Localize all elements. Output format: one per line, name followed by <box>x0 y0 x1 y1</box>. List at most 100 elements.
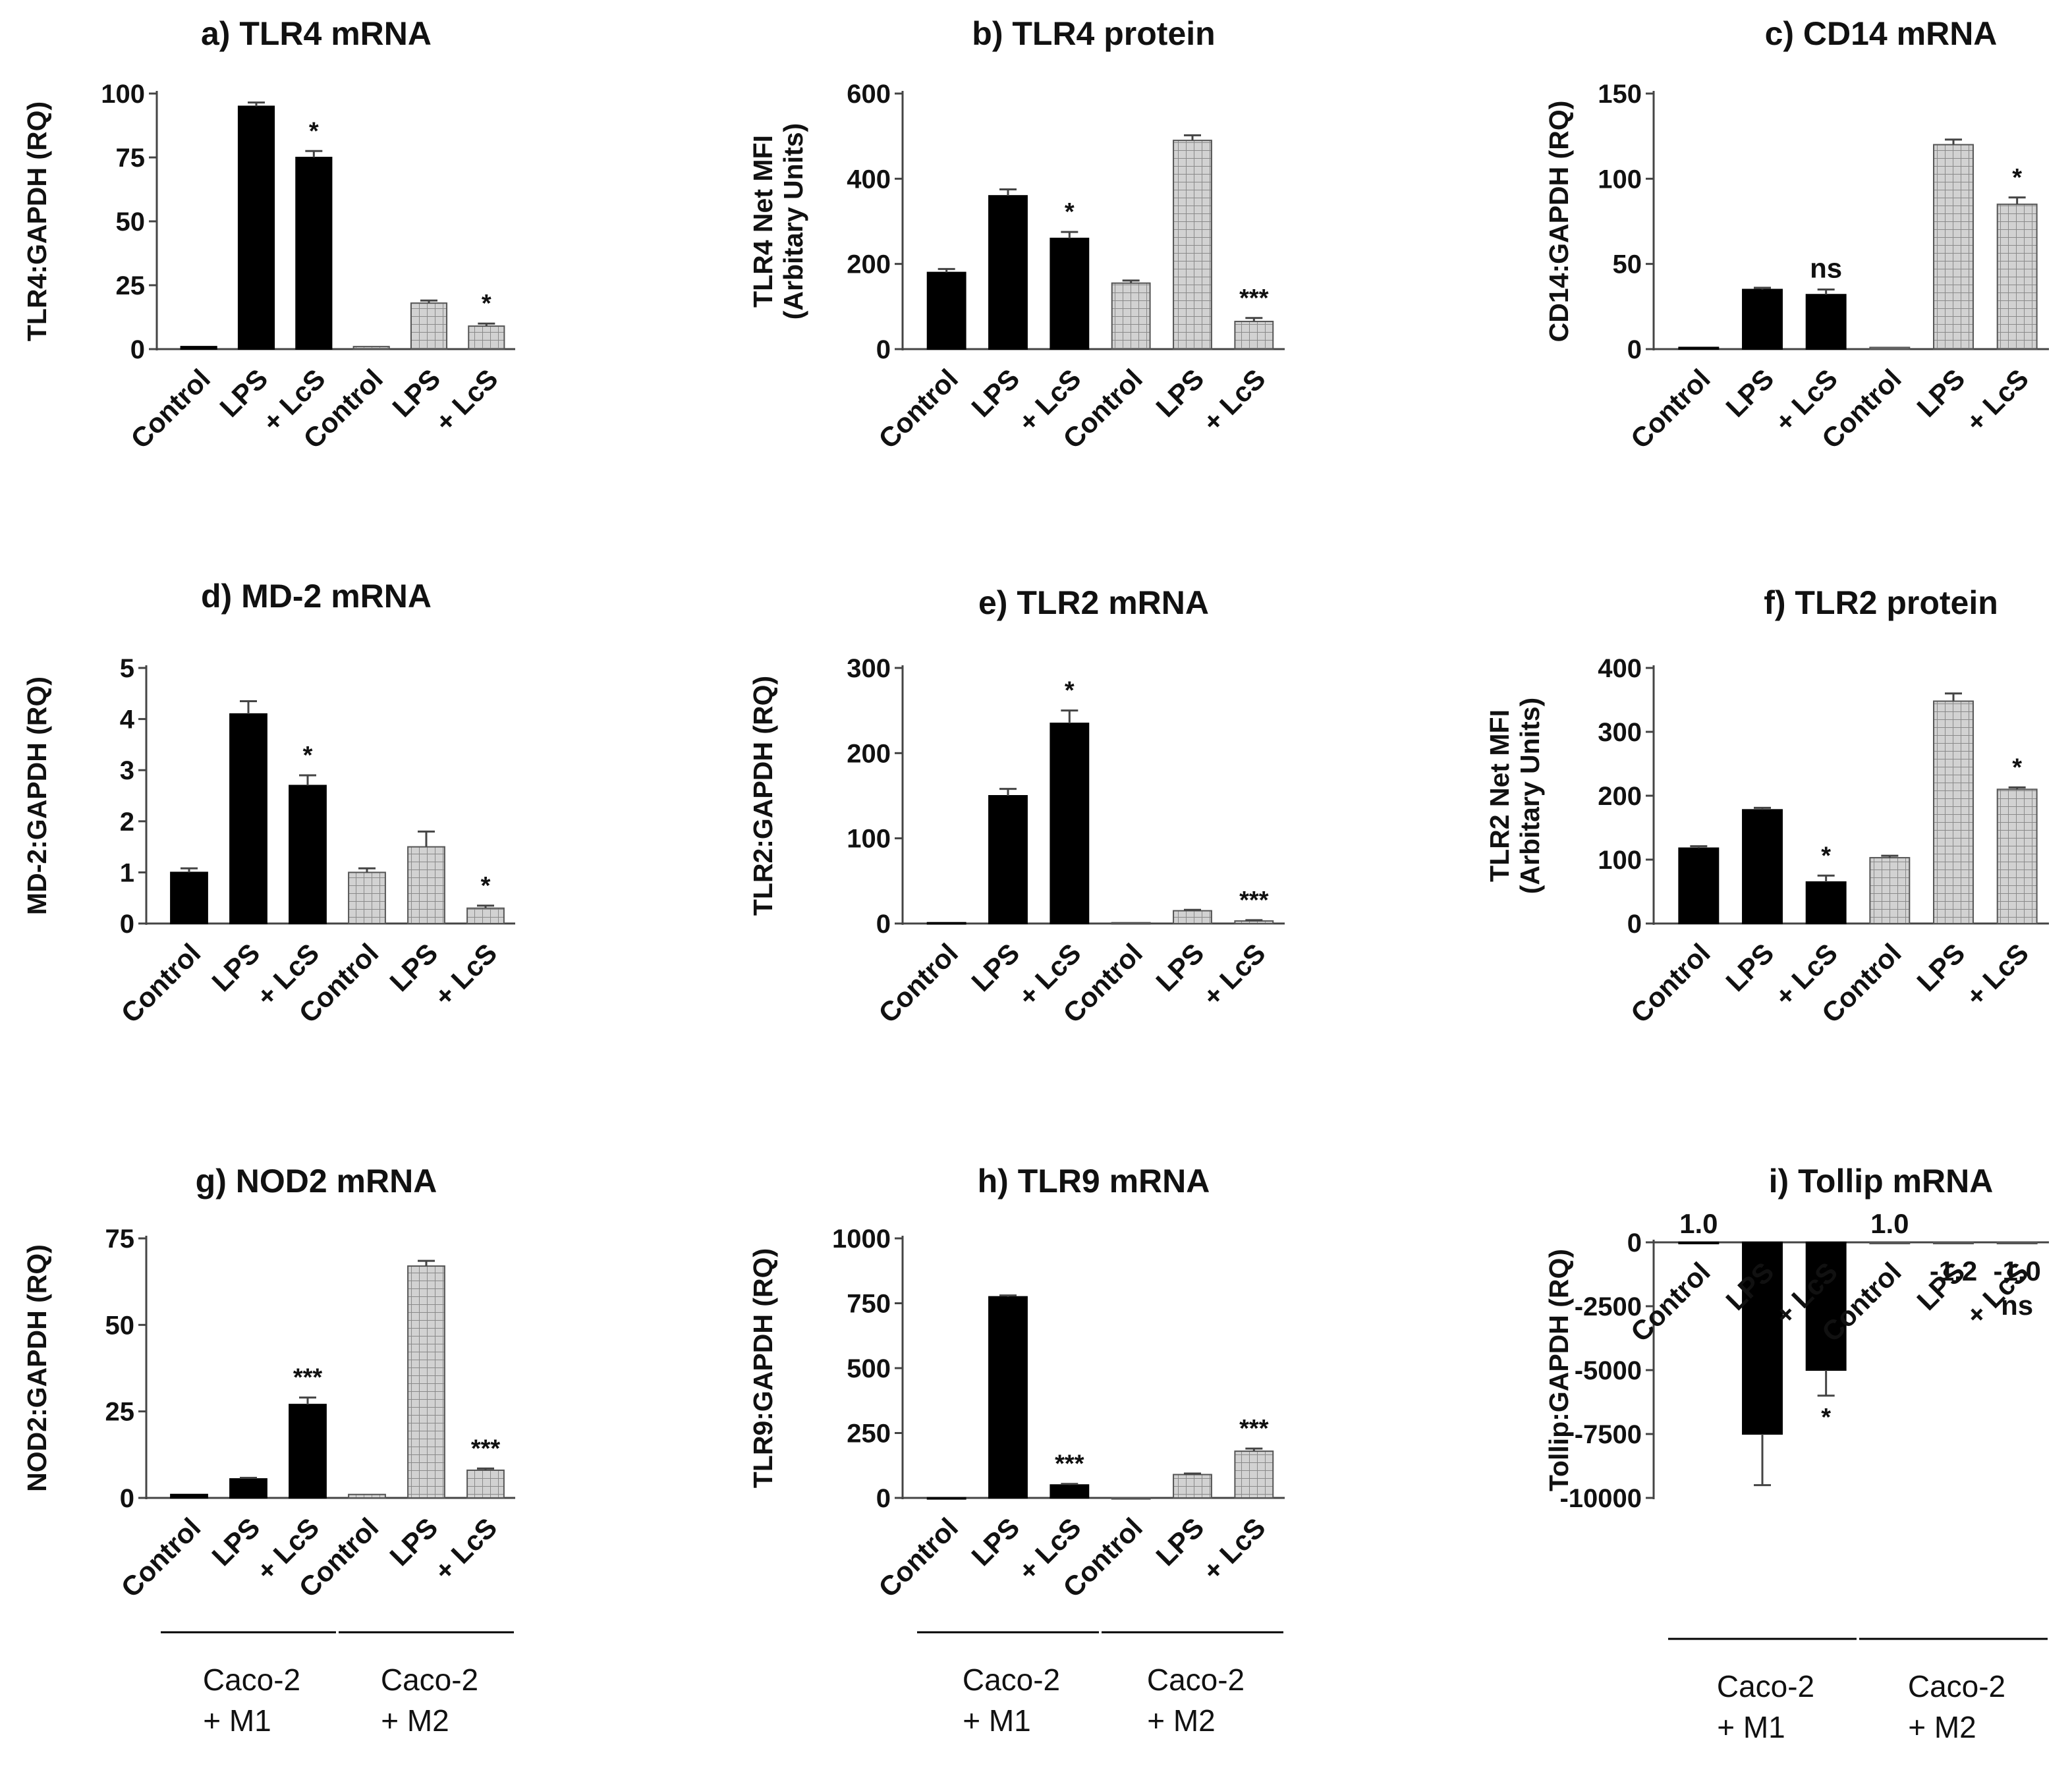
y-tick-label: 25 <box>116 271 146 300</box>
group-label: + M1 <box>203 1703 271 1738</box>
bar <box>1869 1241 1911 1244</box>
group-label: + M2 <box>1908 1710 1976 1744</box>
bar <box>1173 910 1212 924</box>
group-label: Caco-2 <box>381 1663 478 1697</box>
significance-label: ns <box>1810 252 1842 283</box>
chart-title: a) TLR4 mRNA <box>201 15 432 52</box>
y-tick-label: 2 <box>120 808 134 837</box>
group-label: + M1 <box>1717 1710 1785 1744</box>
y-axis-label: (Arbitary Units) <box>1515 698 1545 894</box>
y-tick-label: 100 <box>101 80 145 109</box>
bar <box>988 195 1028 350</box>
y-tick-label: 150 <box>1598 80 1642 109</box>
chart-title: h) TLR9 mRNA <box>978 1163 1210 1200</box>
bar <box>1678 346 1720 350</box>
significance-label: * <box>481 872 491 900</box>
y-axis-label: TLR4:GAPDH (RQ) <box>22 101 52 341</box>
bar <box>1111 922 1151 925</box>
y-axis-label: MD-2:GAPDH (RQ) <box>22 676 52 915</box>
bar <box>466 907 505 924</box>
chart-panel-d: d) MD-2 mRNA MD-2:GAPDH (RQ) 0 1 2 3 4 5 Control… <box>22 578 515 1029</box>
group-label: + M2 <box>1147 1703 1216 1738</box>
category-label: + LcS <box>1196 363 1271 437</box>
bar <box>1933 144 1974 350</box>
bar <box>1234 1450 1274 1499</box>
value-label: -1.2 <box>1930 1256 1977 1286</box>
bar <box>348 1493 386 1499</box>
category-label: Control <box>115 1512 207 1603</box>
bar <box>1050 237 1090 350</box>
bar <box>289 1404 327 1499</box>
category-label: Control <box>1625 363 1716 455</box>
value-label: 1.0 <box>1870 1208 1909 1239</box>
significance-label: * <box>309 117 319 145</box>
bar <box>180 346 217 350</box>
y-tick-label: 400 <box>1598 654 1642 683</box>
y-tick-label: 0 <box>1627 335 1642 364</box>
category-label: + LcS <box>1960 363 2034 437</box>
significance-label: * <box>1065 198 1075 226</box>
y-tick-label: 0 <box>876 335 891 364</box>
bar <box>1869 346 1911 350</box>
bar <box>407 846 445 924</box>
y-tick-label: 100 <box>1598 165 1642 194</box>
bar <box>1805 881 1847 924</box>
group-label: + M2 <box>381 1703 449 1738</box>
chart-title: d) MD-2 mRNA <box>201 578 432 615</box>
category-label: Control <box>125 363 216 455</box>
bar <box>1050 1484 1090 1499</box>
chart-panel-b: b) TLR4 protein TLR4 Net MFI (Arbitary Uni… <box>748 15 1285 455</box>
chart-panel-e: e) TLR2 mRNA TLR2:GAPDH (RQ) 0 100 200 300 Con… <box>748 584 1285 1029</box>
bar <box>926 1497 966 1500</box>
y-axis-label: TLR2 Net MFI <box>1484 709 1515 882</box>
bar <box>1050 723 1090 924</box>
category-label: Control <box>115 937 207 1029</box>
category-label: + LcS <box>428 937 503 1012</box>
y-tick-label: 50 <box>1613 250 1642 279</box>
y-tick-label: 300 <box>1598 718 1642 747</box>
y-tick-label: 250 <box>847 1420 891 1449</box>
y-tick-label: 400 <box>847 165 891 194</box>
bar <box>1869 857 1911 924</box>
bar <box>170 871 208 925</box>
bar <box>237 105 275 350</box>
bar <box>1173 140 1212 350</box>
y-tick-label: 50 <box>116 207 146 236</box>
value-label: 1.0 <box>1679 1208 1718 1239</box>
bar <box>1996 204 2038 350</box>
y-tick-label: 75 <box>116 144 146 173</box>
y-tick-label: 50 <box>105 1311 135 1340</box>
significance-label: * <box>1821 842 1831 869</box>
bar <box>1234 320 1274 350</box>
y-tick-label: 0 <box>876 910 891 939</box>
bar <box>170 1493 208 1499</box>
y-axis-label: CD14:GAPDH (RQ) <box>1544 101 1574 343</box>
bar <box>1111 282 1151 350</box>
significance-label: *** <box>471 1435 501 1462</box>
bar <box>1742 809 1783 924</box>
y-tick-label: 500 <box>847 1354 891 1383</box>
y-tick-label: 200 <box>847 739 891 768</box>
bar <box>1996 788 2038 925</box>
y-axis-label: NOD2:GAPDH (RQ) <box>22 1244 52 1492</box>
y-tick-label: 600 <box>847 80 891 109</box>
y-tick-label: 200 <box>1598 782 1642 811</box>
y-tick-label: 0 <box>876 1484 891 1513</box>
significance-label: * <box>2012 164 2022 192</box>
bar <box>1173 1474 1212 1499</box>
chart-panel-a: a) TLR4 mRNA TLR4:GAPDH (RQ) 0 25 50 75 100 Con… <box>22 15 515 455</box>
bar <box>468 325 505 350</box>
category-label: Control <box>872 1512 964 1603</box>
category-label: + LcS <box>1196 1512 1271 1586</box>
significance-label: * <box>2012 754 2022 781</box>
bar <box>1111 1497 1151 1500</box>
bar <box>1805 1242 1847 1371</box>
bar <box>289 785 327 924</box>
bar <box>1933 700 1974 924</box>
bar <box>1805 294 1847 350</box>
y-tick-label: 3 <box>120 756 134 785</box>
bar <box>295 157 333 350</box>
y-tick-label: 0 <box>120 1484 134 1513</box>
bar <box>988 795 1028 924</box>
